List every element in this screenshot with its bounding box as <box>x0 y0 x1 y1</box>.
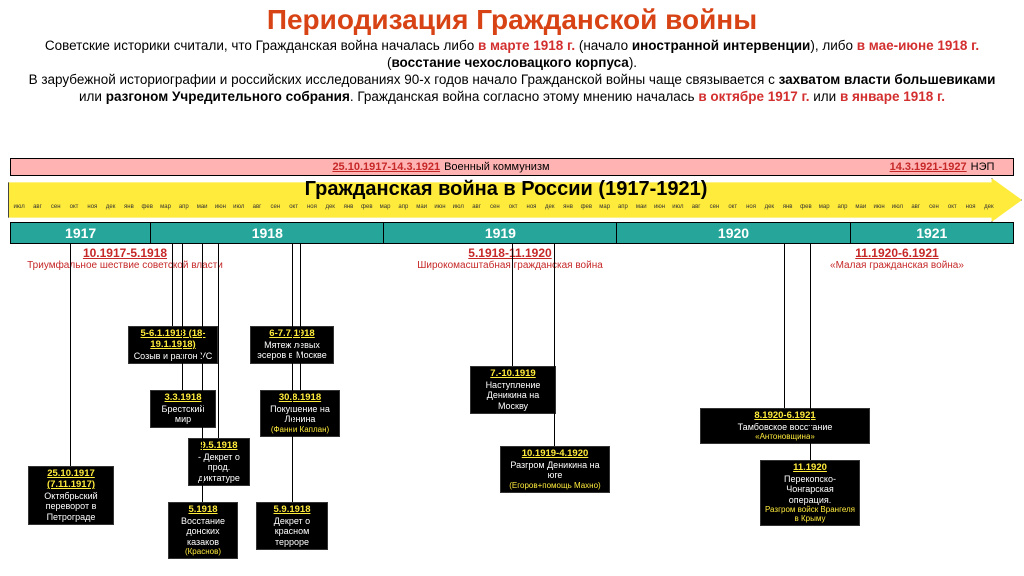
policy-bar: 25.10.1917-14.3.1921 Военный коммунизм 1… <box>10 158 1014 176</box>
event-e11: 8.1920-6.1921Тамбовское восстание«Антоно… <box>700 408 870 444</box>
event-e1: 25.10.1917 (7.11.1917)Октябрьский перево… <box>28 466 114 525</box>
phase-3: 11.1920-6.1921 «Малая гражданская война» <box>780 244 1014 290</box>
event-area: 25.10.1917 (7.11.1917)Октябрьский перево… <box>0 290 1024 576</box>
intro-paragraph: Советские историки считали, что Гражданс… <box>0 36 1024 110</box>
year-1920: 1920 <box>617 223 850 243</box>
event-e7: 30.8.1918Покушение на Ленина(Фанни Капла… <box>260 390 340 437</box>
phase-2: 5.1918-11.1920 Широкомасштабная гражданс… <box>240 244 780 290</box>
months-row: июлавгсеноктноядекянвфевмарапрмайиюниюла… <box>10 204 998 210</box>
phase-1: 10.1917-5.1918 Триумфальное шествие сове… <box>10 244 240 290</box>
event-e5: 5.1918Восстание донских казаков(Краснов) <box>168 502 238 559</box>
event-e2: 5-6.1.1918 (18-19.1.1918)Созыв и разгон … <box>128 326 218 364</box>
year-1921: 1921 <box>851 223 1013 243</box>
year-bar: 19171918191919201921 <box>10 222 1014 244</box>
event-e12: 11.1920Перекопско-Чонгарская операция.Ра… <box>760 460 860 526</box>
event-e10: 10.1919-4.1920Разгром Деникина на юге(Ег… <box>500 446 610 493</box>
policy-nep: 14.3.1921-1927 НЭП <box>871 159 1013 175</box>
event-e8: 5.9.1918Декрет о красном терроре <box>256 502 328 550</box>
year-1919: 1919 <box>384 223 617 243</box>
policy-war-communism: 25.10.1917-14.3.1921 Военный коммунизм <box>11 159 871 175</box>
event-e4: 9.5.1918- Декрет о прод. диктатуре <box>188 438 250 486</box>
event-e9: 7.-10.1919Наступление Деникина на Москву <box>470 366 556 414</box>
main-title: Периодизация Гражданской войны <box>0 0 1024 36</box>
year-1917: 1917 <box>11 223 151 243</box>
timeline-arrow: Гражданская война в России (1917-1921) и… <box>8 178 1024 222</box>
event-e3: 3.3.1918Брестский мир <box>150 390 216 428</box>
year-1918: 1918 <box>151 223 384 243</box>
